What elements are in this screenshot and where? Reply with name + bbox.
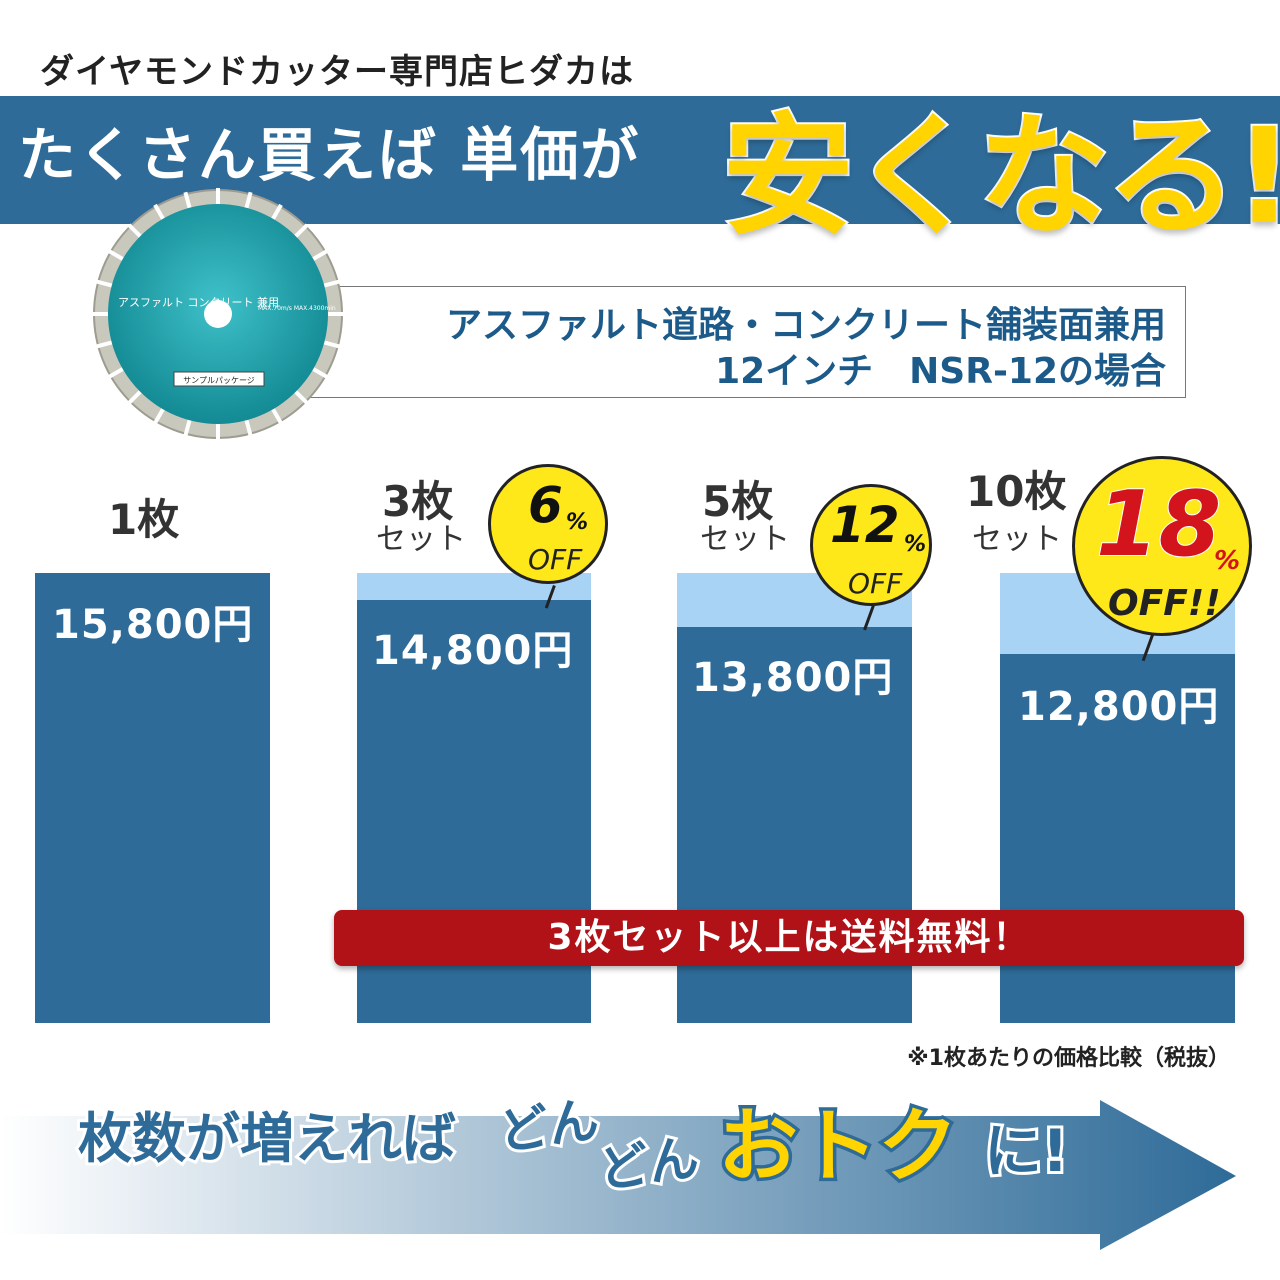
price-note: ※1枚あたりの価格比較（税抜） xyxy=(907,1046,1230,1071)
tier-3-price: 13,800円 xyxy=(692,655,894,701)
tier-3-badge-percent-sign: % xyxy=(904,532,927,557)
footer-text-3: おトク xyxy=(715,1097,962,1197)
shop-tagline: ダイヤモンドカッター専門店ヒダカは xyxy=(40,52,634,92)
footer-text-2b: どん xyxy=(592,1125,705,1202)
diamond-blade-icon: アスファルト コンクリート 兼用 MAX.70m/s MAX.4300min サ… xyxy=(92,188,344,440)
tier-4-quantity: 10枚 xyxy=(966,467,1067,516)
tier-3-quantity: 5枚 xyxy=(702,477,774,526)
tier-4-discount-badge xyxy=(1072,456,1252,636)
product-info-box xyxy=(296,286,1186,398)
tier-2-price: 14,800円 xyxy=(372,628,574,674)
tier-2-badge-percent-sign: % xyxy=(566,510,589,535)
gradient-arrow-icon xyxy=(0,1100,1236,1250)
tier-1-price: 15,800円 xyxy=(52,602,254,648)
tier-1-quantity: 1枚 xyxy=(108,495,180,544)
tier-3-badge-off: OFF xyxy=(848,567,903,600)
banner-emphasis: 安くなる! xyxy=(720,98,1280,256)
blade-package-tag: サンプルパッケージ xyxy=(183,376,255,385)
footer-text-2a: どん xyxy=(492,1087,605,1164)
tier-3-discount-badge xyxy=(810,484,932,606)
tier-3-badge-percent: 12 xyxy=(830,496,900,554)
tier-4-price: 12,800円 xyxy=(1018,684,1220,730)
footer-text-4: に! xyxy=(981,1114,1071,1188)
tier-4-set-label: セット xyxy=(972,522,1062,557)
blade-label: アスファルト コンクリート 兼用 xyxy=(118,296,279,309)
banner-headline: たくさん買えば 単価が xyxy=(18,121,641,189)
tier-2-badge-off: OFF xyxy=(528,543,583,576)
tier-3-set-label: セット xyxy=(700,522,790,557)
tier-4-badge-off: OFF!! xyxy=(1108,583,1221,624)
tier-1-bar xyxy=(35,573,270,1023)
tier-2-set-label: セット xyxy=(376,522,466,557)
product-line-1: アスファルト道路・コンクリート舗装面兼用 xyxy=(445,305,1166,346)
blade-small-text: MAX.70m/s MAX.4300min xyxy=(258,305,336,312)
tier-2-quantity: 3枚 xyxy=(382,477,454,526)
tier-4-badge-percent: 18 xyxy=(1095,472,1222,577)
product-line-2: 12インチ NSR-12の場合 xyxy=(715,351,1166,392)
tier-2-badge-percent: 6 xyxy=(528,476,563,534)
free-shipping-banner: 3枚セット以上は送料無料！ xyxy=(334,910,1244,966)
tier-4-badge-percent-sign: % xyxy=(1214,546,1241,576)
tier-2-discount-badge xyxy=(488,464,608,584)
footer-text-1: 枚数が増えれば xyxy=(75,1104,459,1173)
